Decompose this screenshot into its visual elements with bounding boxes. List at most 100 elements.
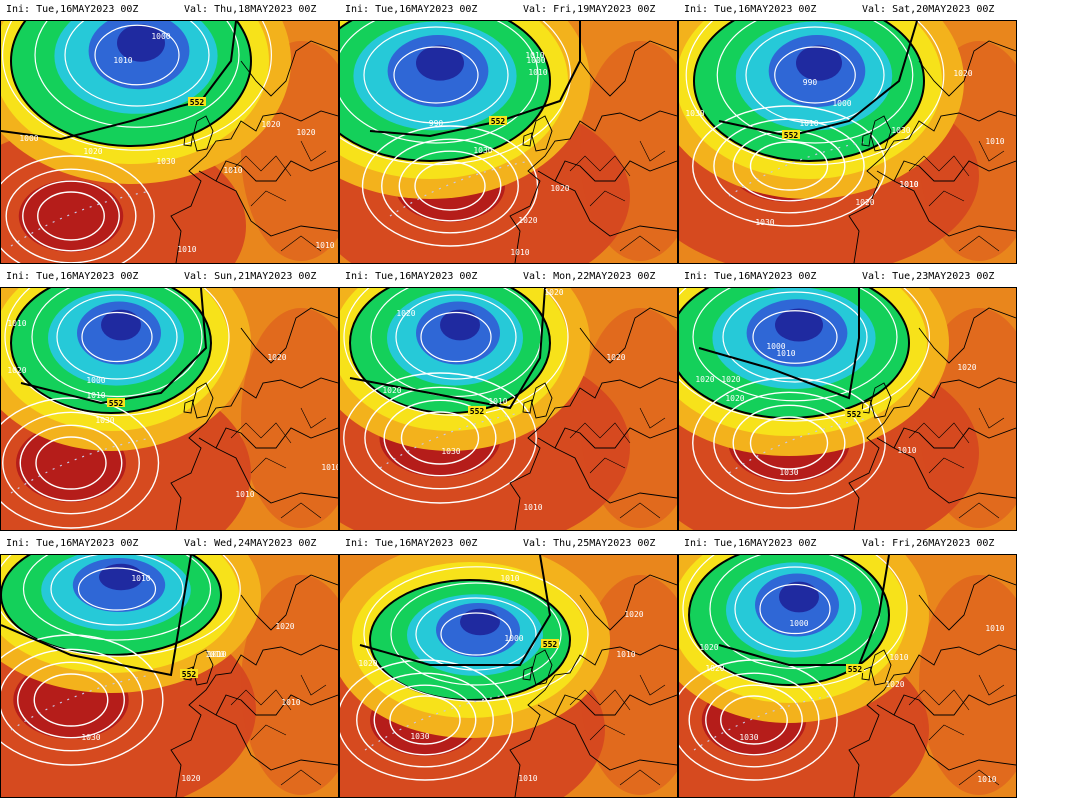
isobar-label: 1000: [526, 56, 545, 65]
geopotential-map: 1000 1010 1020 1020 552 1030 1010 1020 1020: [678, 287, 1017, 531]
isobar-low: [722, 291, 868, 383]
isobar-high: [1, 397, 160, 529]
isobar-label: 1020: [7, 366, 26, 375]
jet-dotted-line: [10, 674, 152, 731]
isobar-label: 1030: [739, 733, 758, 742]
isobar-label: 1020: [624, 610, 643, 619]
init-time-label: Ini: Tue,16MAY2023 00Z: [684, 271, 817, 282]
contour-552: [349, 288, 546, 410]
isobar-label: 1000: [504, 634, 523, 643]
isobar-label: 1010: [985, 137, 1004, 146]
panel-header: Ini: Tue,16MAY2023 00Z Val: Thu,18MAY2023…: [0, 0, 339, 20]
valid-time-label: Val: Fri,26MAY2023 00Z: [862, 538, 995, 549]
isobar-label: 1010: [985, 624, 1004, 633]
isobar-high: [361, 125, 539, 247]
isobar-label: 1010: [131, 574, 150, 583]
isobar-label: 1020: [885, 680, 904, 689]
contour-label-552: 552: [543, 640, 558, 649]
isobar-low: [390, 582, 562, 686]
isobar-low: [56, 294, 178, 380]
isobar-label: 1030: [473, 146, 492, 155]
panel-header: Ini: Tue,16MAY2023 00Z Val: Fri,26MAY2023…: [678, 534, 1017, 554]
isobar-label-bg: [541, 639, 559, 648]
coastlines: [170, 574, 338, 797]
contour-label-552: 552: [784, 131, 799, 140]
jet-dotted-line: [364, 694, 506, 751]
contour-552: [1, 21, 237, 141]
isobar-low: [363, 26, 509, 124]
isobar-low: [22, 555, 212, 641]
country-borders: [908, 140, 1005, 252]
isobar-high: [688, 672, 820, 768]
isobar-high: [5, 168, 137, 263]
isobar-high: [19, 424, 123, 502]
geopotential-map: 1010 1000 1010 552 1020 1030 1020 1010 1010: [0, 287, 339, 531]
geopotential-map: 9901000101055210301030102010101010102010…: [678, 20, 1017, 264]
valid-time-label: Val: Fri,19MAY2023 00Z: [523, 4, 656, 15]
jet-dotted-line: [728, 417, 870, 474]
coastlines: [170, 40, 338, 263]
country-borders: [230, 674, 327, 786]
isobar-label: 1010: [500, 574, 519, 583]
isobar-label: 1020: [181, 774, 200, 783]
coastlines: [170, 307, 338, 530]
isobar-label: 1030: [81, 733, 100, 742]
isobar-low: [745, 26, 885, 124]
isobar-label: 1030: [95, 416, 114, 425]
panel-header: Ini: Tue,16MAY2023 00Z Val: Tue,23MAY2023…: [678, 267, 1017, 287]
isobar-low: [64, 21, 210, 107]
panel-header: Ini: Tue,16MAY2023 00Z Val: Sun,21MAY2023…: [0, 267, 339, 287]
contour-label-552: 552: [491, 117, 506, 126]
isobar-low: [340, 21, 539, 144]
british-isles: [522, 649, 553, 686]
isobar-high: [373, 684, 477, 756]
isobar-label: 1020: [261, 120, 280, 129]
field-red-east: [241, 308, 338, 528]
isobar-label-bg: [107, 398, 125, 407]
map-canvas: 9901000101055210301030102010101010102010…: [679, 21, 1016, 263]
isobar-label: 1010: [207, 650, 226, 659]
init-time-label: Ini: Tue,16MAY2023 00Z: [6, 538, 139, 549]
init-time-label: Ini: Tue,16MAY2023 00Z: [684, 538, 817, 549]
forecast-panel: Ini: Tue,16MAY2023 00Z Val: Tue,23MAY2023…: [678, 267, 1017, 533]
isobar-low: [343, 288, 569, 416]
forecast-panel: Ini: Tue,16MAY2023 00Z Val: Thu,25MAY2023…: [339, 534, 678, 800]
isobar-high: [713, 391, 865, 495]
isobar-high: [398, 150, 502, 222]
isobar-low: [393, 46, 479, 104]
isobar-label-bg: [468, 406, 486, 415]
isobar-label: 1020: [550, 184, 569, 193]
forecast-panel: Ini: Tue,16MAY2023 00Z Val: Wed,24MAY2023…: [0, 534, 339, 800]
isobar-low: [94, 24, 180, 86]
isobar-label: 1010: [897, 446, 916, 455]
forecast-panel: Ini: Tue,16MAY2023 00Z Val: Sun,21MAY2023…: [0, 267, 339, 533]
isobar-label: 1020: [267, 353, 286, 362]
isobar-label: 1020: [518, 216, 537, 225]
isobar-label: 1010: [315, 241, 334, 250]
isobar-low: [759, 583, 831, 635]
country-borders: [230, 407, 327, 519]
isobar-label: 1030: [441, 447, 460, 456]
isobar-label: 1020: [957, 363, 976, 372]
isobar-label: 1010: [616, 650, 635, 659]
jet-dotted-line: [10, 437, 152, 494]
isobar-label: 1020: [721, 375, 740, 384]
isobar-label: 1030: [891, 126, 910, 135]
british-isles: [522, 115, 553, 152]
isobar-label: 1010: [889, 653, 908, 662]
british-isles: [861, 115, 892, 152]
country-borders: [908, 407, 1005, 519]
isobar-label: 1010: [177, 245, 196, 254]
isobar-label: 1010: [281, 698, 300, 707]
isobar-label-bg: [845, 409, 863, 418]
isobar-label-bg: [782, 130, 800, 139]
jet-dotted-line: [728, 140, 870, 197]
isobar-low: [440, 612, 512, 656]
geopotential-map: 1000 1010 552 1000 1020 1030 1020 1010 1020 1010 1…: [0, 20, 339, 264]
isobar-label: 1020: [396, 309, 415, 318]
isobar-high: [364, 386, 516, 490]
contour-label-552: 552: [847, 410, 862, 419]
british-isles: [861, 649, 892, 686]
country-borders: [908, 674, 1005, 786]
